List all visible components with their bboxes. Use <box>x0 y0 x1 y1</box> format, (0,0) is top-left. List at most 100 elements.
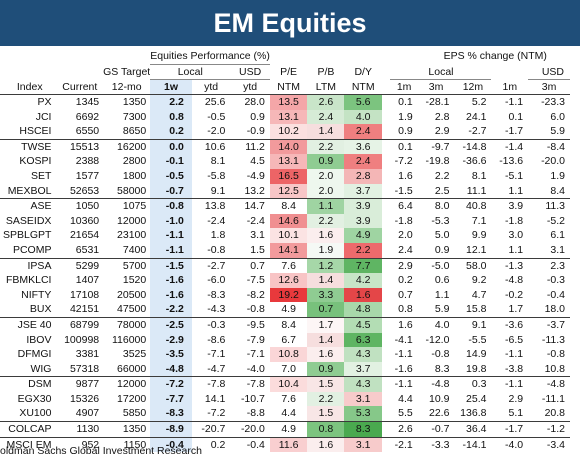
eps-usd-1m-value: -3.6 <box>491 316 529 333</box>
pb-value: 1.5 <box>307 376 345 392</box>
pb-value: 1.4 <box>307 124 345 140</box>
table-body: PX 1345 1350 2.2 25.6 28.0 13.5 2.6 5.6 0.1 -28.1 5… <box>0 94 570 453</box>
perf-1w-value: -1.1 <box>150 228 192 243</box>
eps-usd-1m-header: 1m <box>491 79 529 95</box>
table-row: EGX30 15326 17200 -7.7 14.1 -10.7 7.6 2.2 3.1 4.4… <box>0 391 570 407</box>
eps-local-3m-value: 0.9 <box>434 243 450 256</box>
eps-usd-1m-value: -1.1 <box>505 348 524 361</box>
pe-value: 7.6 <box>269 257 308 274</box>
eps-local-12m-value: -2.7 <box>468 125 487 138</box>
eps-local-3m-value: -0.7 <box>417 421 455 438</box>
pe-value: 14.0 <box>269 138 308 155</box>
pb-value: 1.6 <box>307 228 345 243</box>
perf-ytd-value: -4.7 <box>207 362 226 375</box>
table-row: COLCAP 1130 1350 -8.9 -20.7 -20.0 4.9 0.8 8.3 2.6… <box>0 421 570 438</box>
eps-local-1m-value: 4.4 <box>398 392 413 405</box>
perf-1w-value: -2.9 <box>150 332 192 348</box>
perf-1w-value: -8.9 <box>150 421 192 438</box>
eps-local-12m-value: 9.1 <box>454 316 492 333</box>
spacer <box>381 257 391 274</box>
eps-local-1m-value: 1.9 <box>398 110 413 123</box>
perf-1w-value: -0.4 <box>150 436 192 453</box>
row-cut-label <box>0 138 4 155</box>
eps-local-header: Local <box>390 64 492 80</box>
eps-usd-1m-value: 0.1 <box>508 110 524 123</box>
gs-target-value: 12000 <box>117 214 147 227</box>
dy-value: 3.7 <box>344 361 382 377</box>
eps-local-1m-value: 2.4 <box>398 243 413 256</box>
pb-value: 1.9 <box>307 242 345 259</box>
eps-local-3m-value: 4.0 <box>417 316 455 333</box>
eps-usd-3m-value: 3.1 <box>550 243 565 256</box>
spacer <box>381 421 391 438</box>
index-name: IPSA <box>3 257 57 274</box>
eps-local-1m-value: 2.0 <box>398 229 413 242</box>
eps-local-3m-value: -0.8 <box>431 348 450 361</box>
perf-usd-ytd-value: -8.2 <box>246 288 265 301</box>
perf-ytd-value: -7.8 <box>191 376 231 392</box>
perf-usd-ytd-value: -8.8 <box>246 407 265 420</box>
gs-target-value: 5850 <box>122 407 147 420</box>
index-name: DFMGI <box>17 348 52 361</box>
dy-header: D/Y <box>354 66 372 78</box>
current-value: 52653 <box>69 184 100 197</box>
pe-value: 14.6 <box>269 213 308 229</box>
dy-value: 2.2 <box>344 242 382 259</box>
table-row: WIG 57318 66000 -4.8 -4.7 -4.0 7.0 0.9 3.7 -1.6 8.… <box>0 361 570 377</box>
perf-1w-value: -0.5 <box>150 168 192 184</box>
table-row: BUX 42151 47500 -2.2 -4.3 -0.8 4.9 0.7 4.8 0.8 5.9… <box>0 302 570 318</box>
pb-value: 3.3 <box>307 287 345 303</box>
table-row: ASE 1050 1075 -0.8 13.8 14.7 8.4 1.1 3.9 6.4 8.0 40… <box>0 198 570 214</box>
perf-1w-value: 0.2 <box>150 124 192 140</box>
current-value: 1407 <box>75 274 100 287</box>
gs-target-value: 116000 <box>111 333 147 346</box>
eps-usd-1m-value: 3.0 <box>508 229 524 242</box>
dy-value: 4.8 <box>344 302 382 318</box>
perf-1w-value: 0.8 <box>150 109 192 125</box>
perf-usd-ytd-value: 14.7 <box>230 198 270 214</box>
perf-ytd-value: 25.6 <box>204 96 226 108</box>
pb-value: 1.2 <box>307 257 345 274</box>
pe-value: 8.4 <box>269 198 308 214</box>
table-row: MEXBOL 52653 58000 -0.7 9.1 13.2 12.5 2.0 3.7 -1.… <box>0 183 570 199</box>
gs-target-value: 58000 <box>117 184 147 197</box>
perf-usd-ytd-value: -0.8 <box>246 303 265 316</box>
index-name: KOSPI <box>19 155 52 168</box>
eps-local-12m-value: 0.3 <box>454 376 492 392</box>
perf-usd-ytd-value: -7.8 <box>230 376 270 392</box>
eps-usd-3m-value: -3.4 <box>528 436 570 453</box>
current-value: 42151 <box>69 303 100 316</box>
pb-value: 0.9 <box>307 361 345 377</box>
spacer <box>381 138 391 155</box>
pe-value: 8.4 <box>269 316 308 333</box>
dy-value: 4.2 <box>344 273 382 288</box>
dy-value: 4.3 <box>344 347 382 362</box>
perf-usd-ytd-header: ytd <box>230 79 270 95</box>
row-cut-label <box>0 436 4 453</box>
perf-1w-value: -7.7 <box>150 391 192 407</box>
perf-1w-value: 2.2 <box>150 94 192 110</box>
spacer <box>382 124 391 139</box>
perf-ytd-value: -2.7 <box>191 257 231 274</box>
eps-usd-3m-value: -23.3 <box>541 96 565 108</box>
eps-usd-1m-value: 1.7 <box>508 303 524 316</box>
eps-usd-1m-value: 1.1 <box>508 184 524 197</box>
perf-1w-value: -0.8 <box>150 198 192 214</box>
eps-local-3m-value: 8.3 <box>434 362 450 375</box>
index-name: MSCI EM <box>3 436 57 453</box>
eps-usd-1m-value: -1.4 <box>491 138 529 155</box>
index-name: BUX <box>29 303 52 316</box>
eps-local-12m-value: 19.8 <box>466 362 487 375</box>
eps-usd-3m-value: 10.8 <box>544 362 565 375</box>
perf-ytd-value: 13.8 <box>191 198 231 214</box>
spacer <box>382 154 391 169</box>
eps-local-3m-value: 2.9 <box>434 125 450 138</box>
perf-usd-ytd-value: -7.9 <box>246 333 265 346</box>
eps-local-1m-value: -1.1 <box>390 376 418 392</box>
pe-value: 4.9 <box>269 421 308 438</box>
eps-local-1m-value: 2.9 <box>390 257 418 274</box>
pe-value: 16.5 <box>269 168 308 184</box>
eps-usd-3m-value: -0.8 <box>546 348 565 361</box>
pb-value: 1.1 <box>307 198 345 214</box>
spacer <box>381 376 391 392</box>
